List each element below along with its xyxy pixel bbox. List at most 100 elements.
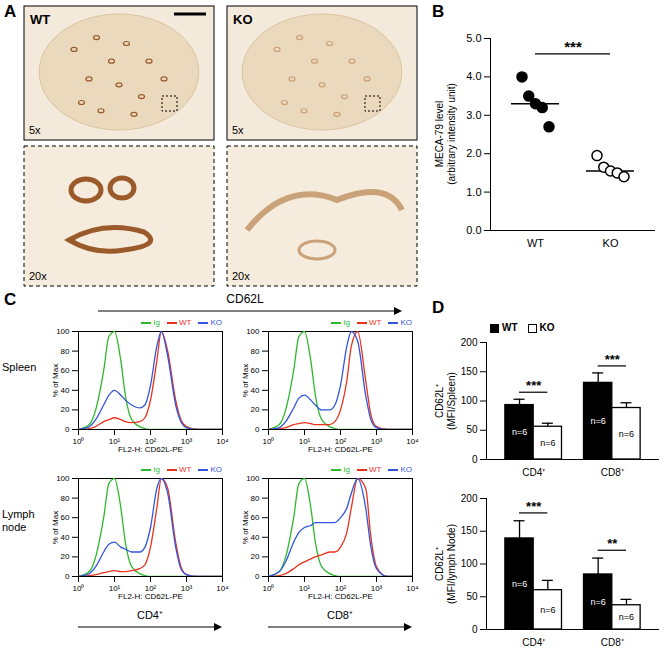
svg-text:FL2-H: CD62L-PE: FL2-H: CD62L-PE — [118, 445, 183, 454]
svg-text:***: *** — [526, 378, 542, 393]
svg-text:CD8⁺: CD8⁺ — [601, 467, 625, 478]
svg-text:80: 80 — [61, 347, 70, 356]
svg-text:50: 50 — [466, 591, 478, 602]
svg-text:20: 20 — [251, 405, 260, 414]
html-text:B: B — [432, 2, 445, 21]
svg-text:n=6: n=6 — [591, 597, 606, 607]
svg-text:n=6: n=6 — [619, 429, 634, 439]
svg-text:10⁰: 10⁰ — [73, 437, 85, 446]
svg-text:100: 100 — [246, 327, 260, 336]
svg-text:KO: KO — [233, 12, 253, 27]
svg-text:***: *** — [605, 352, 621, 367]
svg-text:20: 20 — [251, 552, 260, 561]
svg-text:150: 150 — [461, 366, 478, 377]
svg-text:CD4⁺: CD4⁺ — [522, 467, 546, 478]
html-text:A: A — [4, 2, 17, 21]
html-text:CD4⁺: CD4⁺ — [137, 609, 163, 621]
svg-text:10⁰: 10⁰ — [263, 584, 275, 593]
svg-text:n=6: n=6 — [619, 612, 634, 622]
svg-text:n=6: n=6 — [540, 438, 555, 448]
svg-text:0: 0 — [472, 454, 478, 465]
svg-text:5x: 5x — [29, 124, 41, 136]
svg-text:40: 40 — [61, 533, 70, 542]
svg-text:50: 50 — [466, 424, 478, 435]
svg-text:100: 100 — [461, 395, 478, 406]
svg-text:0: 0 — [472, 624, 478, 635]
html-text:KO: KO — [539, 322, 555, 333]
svg-text:**: ** — [607, 536, 618, 551]
svg-text:0: 0 — [255, 572, 260, 581]
html-text:Lymph node: Lymph node — [2, 508, 35, 533]
svg-text:60: 60 — [61, 366, 70, 375]
svg-text:10⁰: 10⁰ — [73, 584, 85, 593]
html-text:CD8⁺: CD8⁺ — [327, 609, 353, 621]
svg-text:10⁰: 10⁰ — [263, 437, 275, 446]
svg-text:0: 0 — [65, 572, 70, 581]
svg-text:10¹: 10¹ — [108, 437, 121, 447]
html-text:CD62L⁺: CD62L⁺ — [434, 383, 445, 418]
svg-text:4.0: 4.0 — [466, 70, 481, 82]
svg-text:n=6: n=6 — [512, 579, 527, 589]
svg-text:100: 100 — [461, 558, 478, 569]
svg-text:% of Max: % of Max — [51, 364, 60, 397]
svg-text:10²: 10² — [144, 437, 157, 447]
svg-text:KO: KO — [603, 237, 619, 249]
html-text:(arbitrary intensity unit): (arbitrary intensity unit) — [446, 83, 457, 185]
svg-text:20: 20 — [61, 552, 70, 561]
svg-text:100: 100 — [56, 474, 70, 483]
html-text:CD62L: CD62L — [226, 292, 264, 306]
svg-text:200: 200 — [461, 337, 478, 348]
svg-text:% of Max: % of Max — [241, 511, 250, 544]
svg-text:WT: WT — [30, 12, 50, 27]
svg-text:5.0: 5.0 — [466, 32, 481, 44]
svg-text:% of Max: % of Max — [51, 511, 60, 544]
html-text:D: D — [432, 298, 445, 317]
svg-text:FL2-H: CD62L-PE: FL2-H: CD62L-PE — [308, 592, 373, 601]
html-text:WT: WT — [502, 322, 518, 333]
svg-text:100: 100 — [246, 474, 260, 483]
svg-text:***: *** — [564, 38, 582, 55]
html-text:(MFI/lymph Node): (MFI/lymph Node) — [446, 523, 457, 604]
svg-text:40: 40 — [251, 386, 260, 395]
html-text:C: C — [4, 290, 17, 309]
svg-text:% of Max: % of Max — [241, 364, 250, 397]
svg-text:40: 40 — [251, 533, 260, 542]
svg-text:FL2-H: CD62L-PE: FL2-H: CD62L-PE — [118, 592, 183, 601]
svg-text:n=6: n=6 — [512, 427, 527, 437]
svg-text:0.0: 0.0 — [466, 224, 481, 236]
svg-text:***: *** — [526, 499, 542, 514]
svg-text:2.0: 2.0 — [466, 147, 481, 159]
svg-text:10⁴: 10⁴ — [216, 584, 229, 593]
svg-text:20x: 20x — [29, 270, 47, 282]
svg-text:0: 0 — [65, 425, 70, 434]
svg-text:80: 80 — [61, 494, 70, 503]
html-text:CD62L⁺: CD62L⁺ — [434, 546, 445, 581]
svg-text:200: 200 — [461, 493, 478, 504]
html-text:(MFI/Spleen): (MFI/Spleen) — [446, 371, 457, 430]
svg-text:80: 80 — [251, 494, 260, 503]
svg-text:20: 20 — [61, 405, 70, 414]
svg-text:WT: WT — [527, 237, 544, 249]
svg-text:CD8⁺: CD8⁺ — [601, 637, 625, 648]
svg-text:150: 150 — [461, 525, 478, 536]
html-text:Spleen: Spleen — [2, 361, 37, 373]
svg-text:20x: 20x — [232, 270, 250, 282]
html-text:MECA-79 level: MECA-79 level — [434, 100, 445, 168]
svg-text:1.0: 1.0 — [466, 186, 481, 198]
svg-text:0: 0 — [255, 425, 260, 434]
svg-text:n=6: n=6 — [540, 605, 555, 615]
svg-text:60: 60 — [61, 513, 70, 522]
svg-text:5x: 5x — [232, 124, 244, 136]
svg-text:10⁴: 10⁴ — [406, 437, 419, 446]
svg-text:80: 80 — [251, 347, 260, 356]
svg-text:60: 60 — [251, 513, 260, 522]
svg-text:3.0: 3.0 — [466, 109, 481, 121]
svg-text:n=6: n=6 — [591, 416, 606, 426]
svg-text:100: 100 — [56, 327, 70, 336]
svg-text:FL2-H: CD62L-PE: FL2-H: CD62L-PE — [308, 445, 373, 454]
svg-text:60: 60 — [251, 366, 260, 375]
svg-text:10⁴: 10⁴ — [406, 584, 419, 593]
svg-text:40: 40 — [61, 386, 70, 395]
svg-text:10⁴: 10⁴ — [216, 437, 229, 446]
svg-text:CD4⁺: CD4⁺ — [522, 637, 546, 648]
